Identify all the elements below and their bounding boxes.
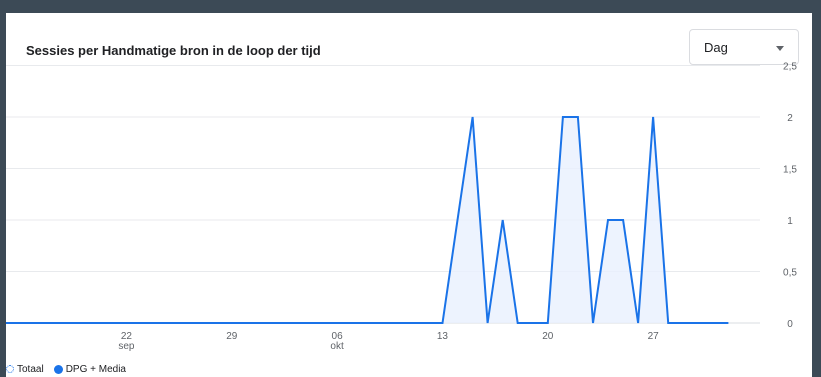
y-tick-label: 1 xyxy=(787,216,793,227)
x-tick-sublabel: okt xyxy=(330,341,344,352)
chart-title: Sessies per Handmatige bron in de loop d… xyxy=(26,43,321,58)
period-dropdown[interactable]: Dag xyxy=(689,29,799,65)
y-tick-label: 0 xyxy=(787,319,793,330)
solid-circle-icon xyxy=(53,364,63,374)
legend-item-totaal[interactable]: Totaal xyxy=(6,364,44,375)
x-tick-label: 29 xyxy=(226,331,238,342)
x-tick-label: 27 xyxy=(648,331,660,342)
legend-label: DPG + Media xyxy=(65,363,126,375)
chart-card: Sessies per Handmatige bron in de loop d… xyxy=(6,13,812,377)
chevron-down-icon xyxy=(776,46,784,51)
x-tick-label: 22 xyxy=(121,331,133,342)
y-tick-label: 1,5 xyxy=(783,165,797,176)
y-tick-label: 2,5 xyxy=(783,62,797,73)
x-tick-label: 06 xyxy=(332,331,344,342)
y-tick-label: 0,5 xyxy=(783,268,797,279)
legend-label: Totaal xyxy=(17,363,44,375)
x-tick-label: 20 xyxy=(542,331,554,342)
hollow-circle-icon xyxy=(6,365,14,373)
x-tick-sublabel: sep xyxy=(118,341,135,352)
y-tick-label: 2 xyxy=(787,113,793,124)
x-tick-label: 13 xyxy=(437,331,449,342)
series-area xyxy=(6,117,729,323)
legend-item-dpg-media[interactable]: DPG + Media xyxy=(53,363,126,375)
chart-legend: Totaal DPG + Media xyxy=(6,361,132,377)
period-dropdown-label: Dag xyxy=(704,40,728,55)
